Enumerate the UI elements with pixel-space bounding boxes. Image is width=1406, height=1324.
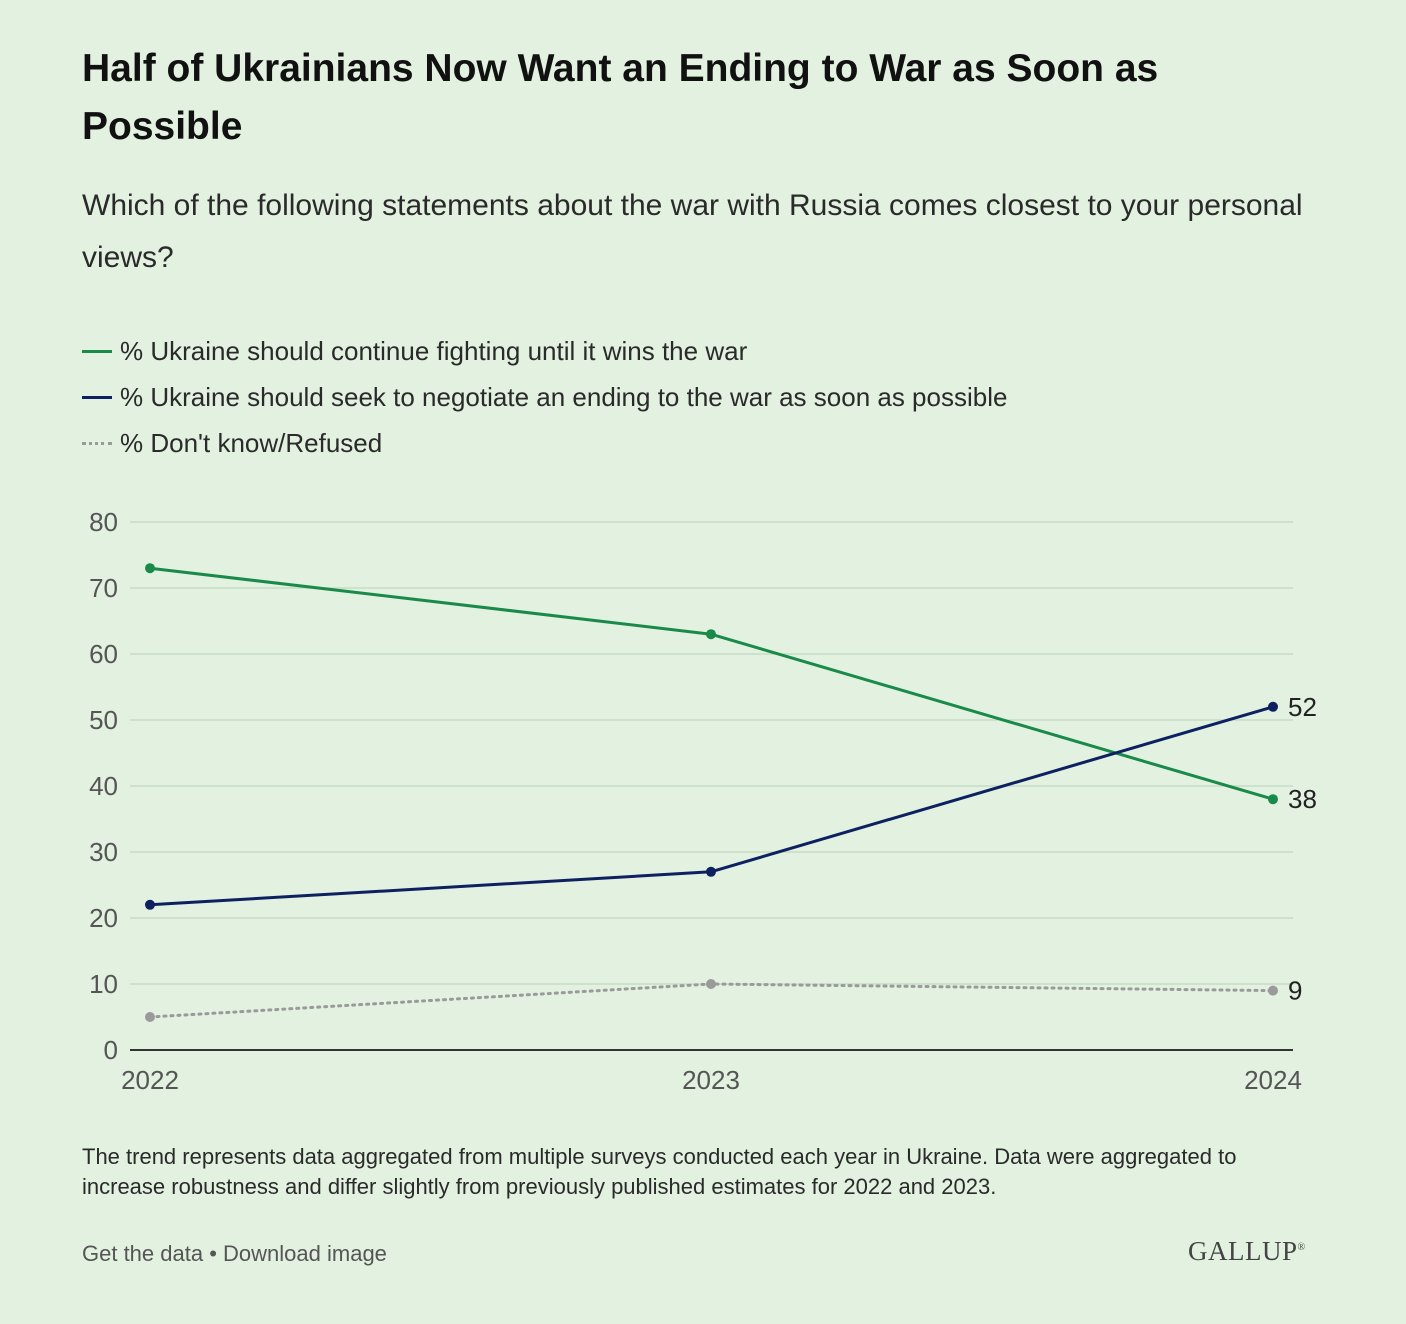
legend-swatch-negotiate xyxy=(82,395,112,399)
get-data-link[interactable]: Get the data xyxy=(82,1241,204,1266)
data-point-negotiate-2024 xyxy=(1268,701,1278,712)
y-tick-label-70: 70 xyxy=(89,573,118,603)
x-tick-label-2022: 2022 xyxy=(121,1065,179,1095)
download-image-link[interactable]: Download image xyxy=(223,1241,387,1266)
series-line-fight xyxy=(149,566,1274,801)
legend-label-fight: % Ukraine should continue fighting until… xyxy=(120,335,748,366)
footer-links: Get the data • Download image xyxy=(82,1241,387,1267)
legend-item-dont-know: % Don't know/Refused xyxy=(82,420,1007,466)
data-point-fight-2022 xyxy=(145,563,155,574)
data-point-negotiate-2022 xyxy=(145,899,155,910)
y-tick-label-0: 0 xyxy=(104,1035,118,1065)
footer-separator: • xyxy=(209,1241,217,1266)
data-point-fight-2024 xyxy=(1268,794,1278,805)
data-point-dk-2023 xyxy=(706,979,716,989)
chart-subtitle: Which of the following statements about … xyxy=(82,189,1303,274)
y-tick-label-40: 40 xyxy=(89,771,118,801)
registered-mark: ® xyxy=(1297,1242,1306,1253)
legend-swatch-fight xyxy=(82,349,112,353)
data-point-negotiate-2023 xyxy=(706,866,716,877)
legend-label-negotiate: % Ukraine should seek to negotiate an en… xyxy=(120,381,1008,412)
y-tick-label-60: 60 xyxy=(89,639,118,669)
chart-note: The trend represents data aggregated fro… xyxy=(82,1144,1237,1199)
legend-item-negotiate: % Ukraine should seek to negotiate an en… xyxy=(82,374,1007,420)
y-tick-label-30: 30 xyxy=(89,837,118,867)
data-point-fight-2023 xyxy=(706,629,716,640)
end-label-dk: 9 xyxy=(1288,976,1302,1006)
x-tick-label-2023: 2023 xyxy=(682,1065,740,1095)
chart-title: Half of Ukrainians Now Want an Ending to… xyxy=(82,47,1159,148)
data-point-dk-2024 xyxy=(1268,985,1278,996)
data-point-dk-2022 xyxy=(145,1012,155,1022)
end-label-negotiate: 52 xyxy=(1288,692,1317,722)
legend-label-dont-know: % Don't know/Refused xyxy=(120,427,383,458)
gallup-logo: GALLUP® xyxy=(1188,1236,1306,1267)
y-tick-label-80: 80 xyxy=(89,507,118,537)
x-tick-label-2024: 2024 xyxy=(1244,1065,1302,1095)
legend-item-fight: % Ukraine should continue fighting until… xyxy=(82,328,1007,374)
y-tick-label-10: 10 xyxy=(89,969,118,999)
legend: % Ukraine should continue fighting until… xyxy=(82,328,1007,466)
end-label-fight: 38 xyxy=(1288,784,1317,814)
gallup-logo-text: GALLUP xyxy=(1188,1236,1298,1266)
legend-swatch-dont-know xyxy=(82,441,112,445)
y-tick-label-20: 20 xyxy=(89,903,118,933)
y-tick-label-50: 50 xyxy=(89,705,118,735)
